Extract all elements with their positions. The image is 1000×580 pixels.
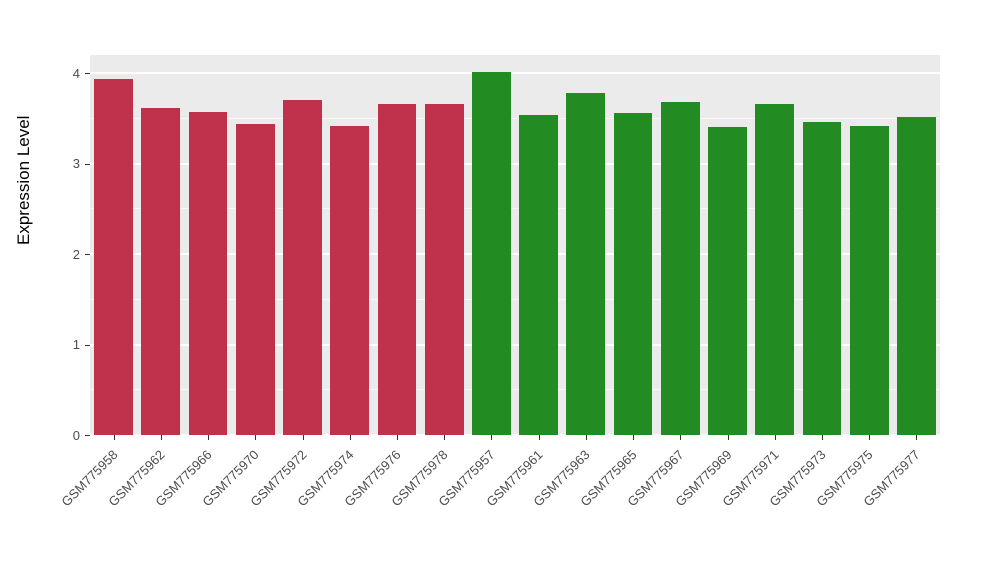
x-tick-label-GSM775966: GSM775966: [152, 447, 215, 510]
bar-GSM775957: [472, 72, 511, 435]
bar-GSM775969: [708, 127, 747, 435]
y-tick-mark: [85, 344, 90, 346]
x-tick-label-GSM775963: GSM775963: [530, 447, 593, 510]
bar-GSM775972: [283, 100, 322, 435]
bar-GSM775974: [330, 125, 370, 435]
gridline-minor: [90, 208, 940, 210]
bar-GSM775967: [660, 102, 700, 435]
x-tick-label-GSM775958: GSM775958: [58, 447, 121, 510]
y-tick-label-4: 4: [72, 65, 80, 81]
x-tick-mark: [869, 435, 871, 440]
x-tick-label-GSM775978: GSM775978: [388, 447, 451, 510]
x-tick-label-GSM775961: GSM775961: [482, 447, 546, 510]
gridline-minor: [90, 117, 940, 119]
x-tick-mark: [680, 435, 682, 440]
y-tick-label-1: 1: [72, 337, 80, 353]
y-tick-label-0: 0: [72, 427, 80, 443]
y-tick-label-3: 3: [72, 156, 80, 172]
y-tick-mark: [85, 73, 90, 75]
gridline-major: [90, 434, 940, 436]
gridline-major: [90, 162, 940, 165]
bar-GSM775961: [519, 114, 558, 435]
x-tick-mark: [538, 435, 540, 440]
gridline-major: [90, 72, 940, 75]
x-tick-label-GSM775971: GSM775971: [719, 447, 782, 510]
x-tick-mark: [585, 435, 587, 440]
gridline-major: [90, 253, 940, 256]
x-tick-label-GSM775976: GSM775976: [341, 447, 404, 510]
y-axis-title: Expression Level: [14, 115, 33, 245]
bar-GSM775973: [802, 121, 842, 435]
bar-GSM775963: [566, 93, 606, 435]
x-tick-mark: [160, 435, 162, 440]
x-tick-label-GSM775957: GSM775957: [435, 447, 498, 510]
gridline-minor: [90, 389, 940, 391]
gridline-minor: [90, 298, 940, 300]
plot-panel: [90, 55, 940, 436]
x-tick-mark: [633, 435, 635, 440]
x-tick-label-GSM775973: GSM775973: [766, 447, 829, 510]
y-tick-mark: [85, 163, 90, 165]
bar-GSM775970: [235, 123, 275, 435]
x-tick-mark: [821, 435, 823, 440]
x-tick-mark: [727, 435, 729, 440]
x-tick-mark: [255, 435, 257, 440]
x-tick-label-GSM775965: GSM775965: [577, 447, 640, 510]
bar-GSM775978: [424, 103, 464, 435]
x-tick-mark: [444, 435, 446, 440]
x-tick-mark: [396, 435, 398, 440]
bar-GSM775962: [141, 108, 181, 435]
bar-GSM775958: [94, 78, 133, 435]
x-tick-label-GSM775969: GSM775969: [671, 447, 735, 510]
x-tick-mark: [916, 435, 918, 440]
bar-GSM775975: [849, 125, 889, 435]
gridline-major: [90, 343, 940, 346]
y-tick-mark: [85, 254, 90, 256]
x-tick-mark: [491, 435, 493, 440]
bar-GSM775971: [755, 103, 795, 435]
x-tick-label-GSM775977: GSM775977: [860, 447, 923, 510]
x-tick-mark: [774, 435, 776, 440]
y-tick-mark: [85, 435, 90, 436]
x-tick-label-GSM775974: GSM775974: [294, 447, 357, 510]
x-tick-label-GSM775972: GSM775972: [246, 447, 310, 510]
y-tick-label-2: 2: [72, 246, 80, 262]
x-tick-mark: [349, 435, 351, 440]
bar-GSM775966: [188, 112, 228, 435]
x-tick-label-GSM775975: GSM775975: [813, 447, 876, 510]
x-tick-label-GSM775970: GSM775970: [199, 447, 262, 510]
bar-GSM775976: [377, 103, 417, 435]
x-tick-mark: [113, 435, 115, 440]
bar-GSM775977: [897, 117, 936, 435]
x-tick-label-GSM775962: GSM775962: [105, 447, 168, 510]
x-tick-mark: [302, 435, 304, 440]
x-tick-label-GSM775967: GSM775967: [624, 447, 687, 510]
x-tick-mark: [208, 435, 210, 440]
bar-GSM775965: [613, 112, 653, 435]
